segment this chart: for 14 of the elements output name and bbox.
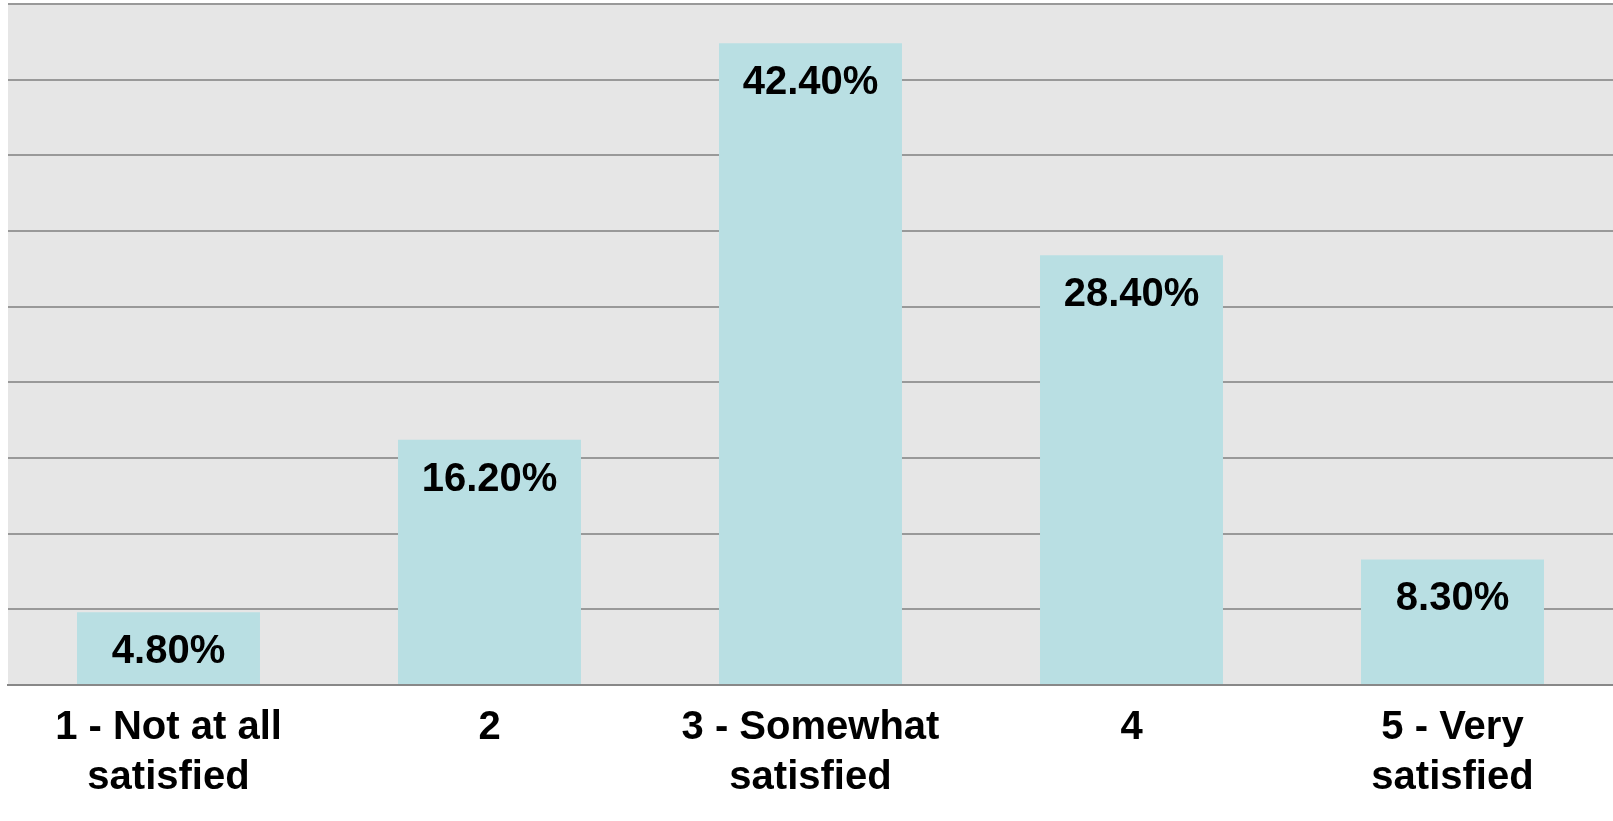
- bar: [719, 43, 902, 684]
- data-label: 16.20%: [421, 454, 558, 499]
- x-tick-label: 4: [1120, 703, 1144, 748]
- bar: [398, 439, 581, 684]
- data-label: 42.40%: [742, 58, 879, 103]
- x-tick-label: 1 - Not at all satisfied: [55, 703, 282, 798]
- x-tick-label: 5 - Very satisfied: [1371, 703, 1534, 798]
- bar: [1040, 255, 1223, 684]
- x-tick-label: 2: [478, 703, 501, 748]
- x-tick-label: 3 - Somewhat satisfied: [681, 703, 940, 798]
- data-label: 8.30%: [1395, 574, 1510, 619]
- data-label: 4.80%: [111, 627, 226, 672]
- data-label: 28.40%: [1063, 270, 1200, 315]
- bar: [1361, 559, 1544, 684]
